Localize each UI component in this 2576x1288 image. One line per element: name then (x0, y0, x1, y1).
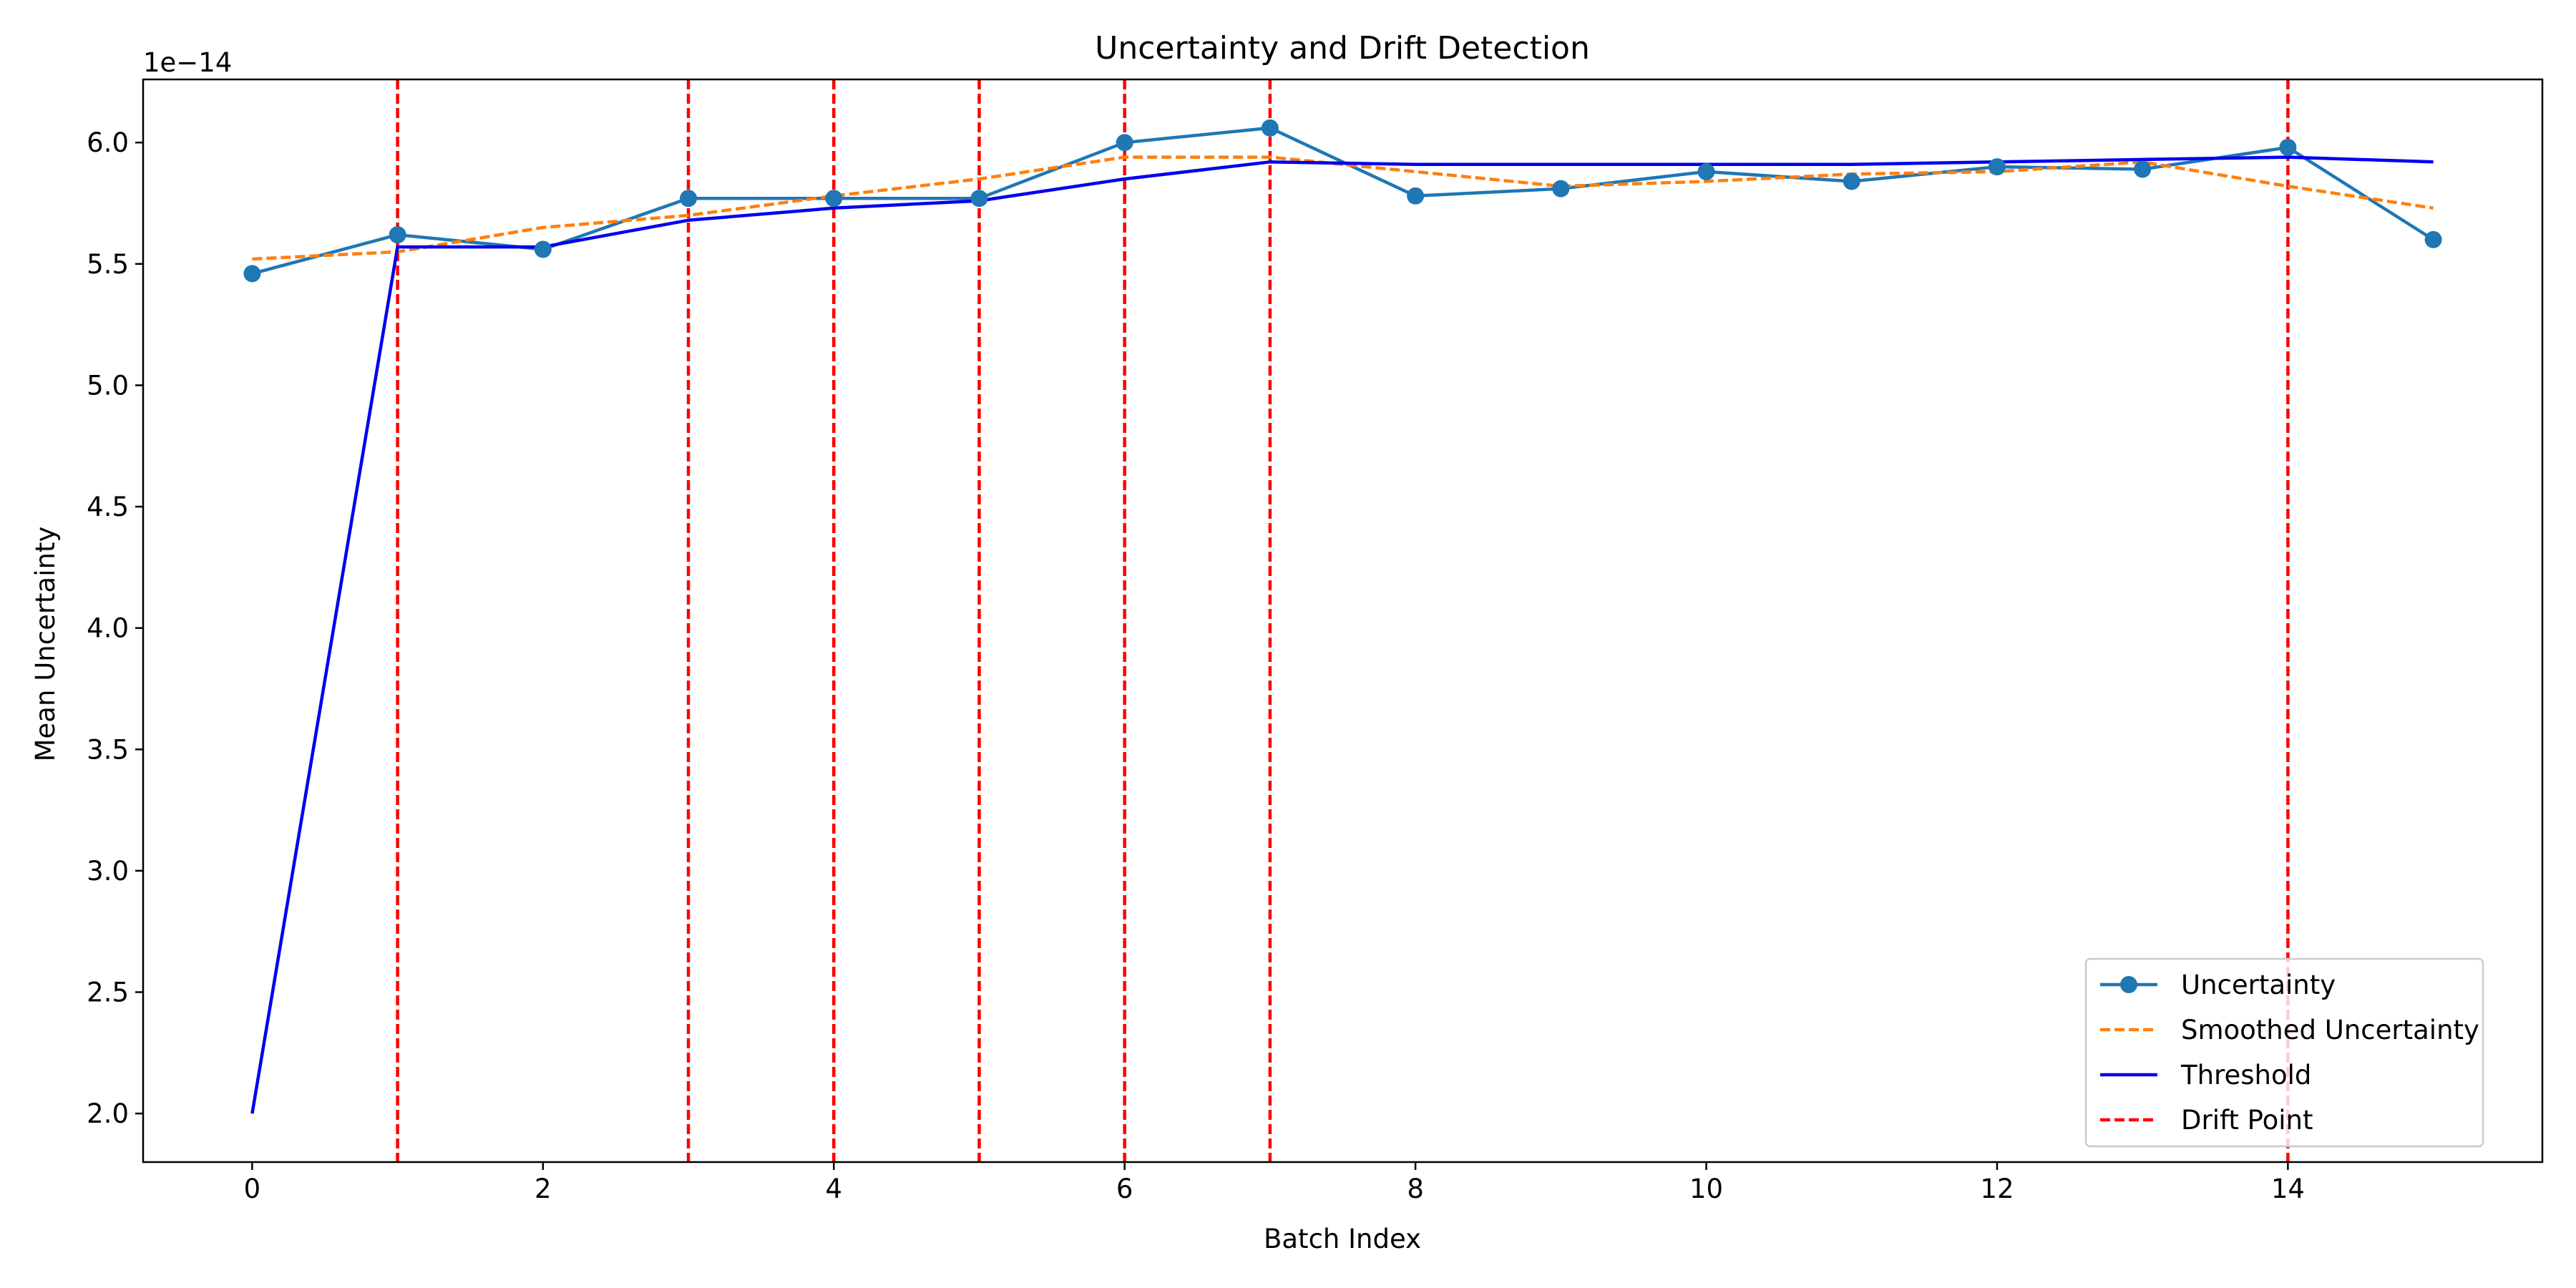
series-line-uncertainty (251, 126, 2434, 275)
legend-box (2084, 957, 2484, 1148)
legend: Uncertainty Smoothed Uncertainty Threshold… (2084, 957, 2484, 1148)
y-tick-label: 5.5 (87, 249, 129, 280)
x-tick-label: 2 (535, 1174, 552, 1204)
data-point (243, 265, 261, 283)
y-tick-label: 2.0 (87, 1098, 129, 1129)
x-tick-label: 10 (1689, 1174, 1723, 1204)
data-point (970, 190, 988, 208)
data-point (2424, 230, 2442, 248)
y-axis-offset-label: 1e−14 (143, 47, 232, 78)
data-point (1116, 134, 1133, 152)
data-point (1261, 119, 1279, 137)
x-tick-label: 6 (1116, 1174, 1133, 1204)
legend-marker (2120, 976, 2137, 993)
legend-label: Uncertainty (2181, 970, 2336, 1000)
x-tick-label: 12 (1980, 1174, 2014, 1204)
legend-label: Drift Point (2181, 1105, 2313, 1136)
data-point (389, 226, 406, 244)
data-point (1407, 187, 1425, 205)
data-point (1988, 158, 2006, 176)
data-point (534, 240, 552, 258)
x-axis-label: Batch Index (1264, 1224, 1421, 1254)
x-tick-label: 14 (2271, 1174, 2305, 1204)
legend-label: Threshold (2180, 1060, 2311, 1091)
data-point (1552, 180, 1570, 197)
legend-label: Smoothed Uncertainty (2181, 1015, 2479, 1045)
series-line-smoothed-uncertainty (252, 155, 2434, 261)
x-tick-label: 4 (825, 1174, 842, 1204)
data-point (2279, 138, 2297, 156)
y-tick-label: 6.0 (87, 127, 129, 158)
y-tick-label: 3.5 (87, 734, 129, 765)
axes-frame (142, 78, 2544, 1163)
y-tick-label: 2.5 (87, 977, 129, 1008)
y-tick-label: 5.0 (87, 370, 129, 401)
x-tick-label: 8 (1407, 1174, 1424, 1204)
data-point (825, 190, 843, 208)
data-point (680, 190, 698, 208)
y-axis-label: Mean Uncertainty (30, 527, 61, 762)
y-tick-label: 3.0 (87, 856, 129, 887)
series-line-threshold (250, 155, 2434, 1114)
chart-title: Uncertainty and Drift Detection (1095, 30, 1590, 67)
y-tick-label: 4.5 (87, 492, 129, 522)
x-tick-label: 0 (244, 1174, 261, 1204)
y-tick-label: 4.0 (87, 613, 129, 644)
data-point (2134, 160, 2152, 178)
data-point (1697, 162, 1715, 180)
data-point (1843, 172, 1860, 190)
